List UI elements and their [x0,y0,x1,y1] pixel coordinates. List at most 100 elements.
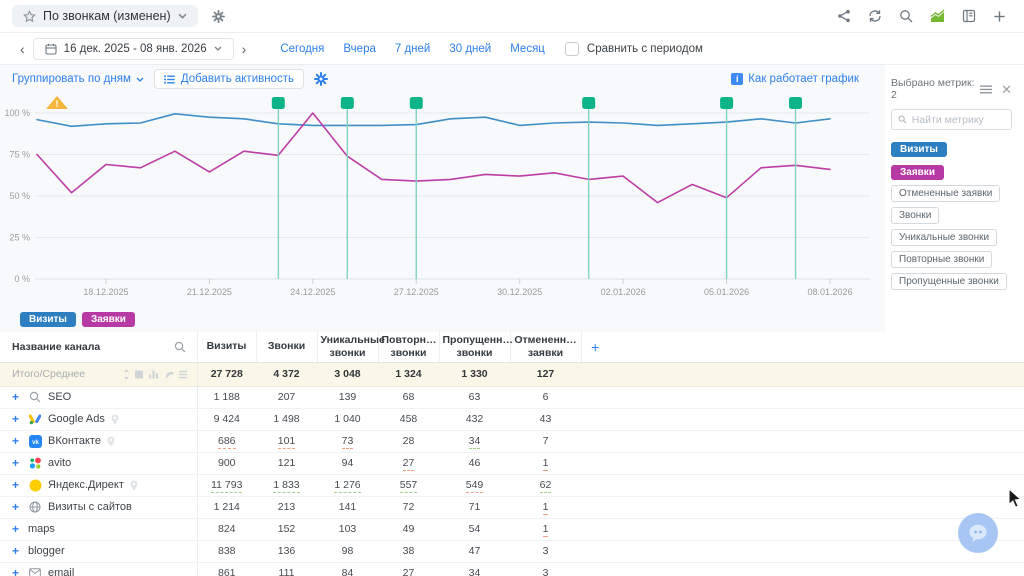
table-row[interactable]: +blogger 8381369838473 [0,540,1024,562]
channels-table-body: Итого/Среднее 27 7284 3723 0481 3241 330… [0,362,1024,576]
expand-row-button[interactable]: + [12,412,22,426]
search-icon[interactable] [899,9,913,23]
share-icon[interactable] [837,9,851,23]
column-header-5[interactable]: Пропущенн… звонки [439,332,510,362]
table-row[interactable]: +vkВКонтакте 6861017328347 [0,430,1024,452]
metric-chip-available[interactable]: Звонки [891,207,939,224]
expand-row-button[interactable]: + [12,544,22,558]
refresh-icon[interactable] [868,9,882,23]
channels-table: Название каналаВизитыЗвонкиУникальные зв… [0,332,1024,576]
add-activity-button[interactable]: Добавить активность [154,69,304,89]
svg-text:24.12.2025: 24.12.2025 [290,287,335,297]
date-range-picker[interactable]: 16 дек. 2025 - 08 янв. 2026 [33,38,234,60]
table-row[interactable]: +Яндекс.Директ 11 7931 8331 27655754962 [0,474,1024,496]
compare-label: Сравнить с периодом [587,43,703,55]
metric-chip-selected[interactable]: Заявки [891,165,944,180]
table-total-row: Итого/Среднее 27 7284 3723 0481 3241 330… [0,362,1024,386]
chart-icon[interactable] [930,9,945,23]
compare-checkbox[interactable] [565,42,579,56]
prev-period-button[interactable]: ‹ [12,41,33,57]
expand-row-button[interactable]: + [12,456,22,470]
date-preset-2[interactable]: 7 дней [395,43,430,55]
table-row[interactable]: +SEO 1 18820713968636 [0,386,1024,408]
metric-chip-selected[interactable]: Визиты [891,142,947,157]
svg-text:08.01.2026: 08.01.2026 [807,287,852,297]
expand-row-button[interactable]: + [12,434,22,448]
chat-bubble-icon [967,523,989,544]
chart-settings-gear-icon[interactable] [314,72,328,86]
column-header-6[interactable]: Отмененн… заявки [510,332,581,362]
column-header-channel[interactable]: Название канала [0,332,197,362]
metrics-panel-title: Выбрано метрик: 2 [891,77,980,101]
report-title: По звонкам (изменен) [43,9,171,23]
integration-pin-icon [111,414,119,425]
google-ads-icon [28,413,42,425]
avito-icon [28,457,42,470]
report-book-icon[interactable] [962,9,976,23]
warning-triangle-icon[interactable]: ! [46,96,68,109]
channel-name: SEO [48,391,71,403]
column-header-4[interactable]: Повторн… звонки [378,332,439,362]
legend-chip-1[interactable]: Заявки [82,312,135,327]
metric-chip-available[interactable]: Уникальные звонки [891,229,997,246]
topbar-actions [837,9,1012,23]
date-preset-4[interactable]: Месяц [510,43,545,55]
info-icon: i [731,73,743,85]
chart-legend: Визиты Заявки [0,306,885,332]
table-row[interactable]: +email 8611118427343 [0,562,1024,576]
activity-marker[interactable] [582,97,595,279]
metric-chip-available[interactable]: Пропущенные звонки [891,273,1007,290]
column-header-3[interactable]: Уникальные звонки [317,332,378,362]
group-by-dropdown[interactable]: Группировать по дням [12,73,144,85]
chart-area: Группировать по дням Добавить активность… [0,65,885,332]
star-icon[interactable] [23,10,36,23]
expand-row-button[interactable]: + [12,478,22,492]
table-row[interactable]: +avito 9001219427461 [0,452,1024,474]
metric-chip-available[interactable]: Отмененные заявки [891,185,1000,202]
date-preset-0[interactable]: Сегодня [280,43,324,55]
chat-widget-button[interactable] [958,513,998,553]
date-preset-3[interactable]: 30 дней [449,43,491,55]
expand-row-button[interactable]: + [12,390,22,404]
svg-text:0 %: 0 % [14,274,30,284]
search-icon [898,115,907,124]
total-row-tools-icons[interactable] [123,369,187,380]
channel-name: maps [28,523,55,535]
table-search-icon[interactable] [174,341,186,353]
date-preset-1[interactable]: Вчера [343,43,375,55]
activity-marker[interactable] [720,97,733,279]
metric-chips: Визиты Заявки Отмененные заявки Звонки Уника… [891,139,1012,290]
expand-row-button[interactable]: + [12,522,22,536]
total-label: Итого/Среднее [12,368,85,380]
svg-text:27.12.2025: 27.12.2025 [394,287,439,297]
chart[interactable]: 0 %25 %50 %75 %100 %18.12.202521.12.2025… [0,93,885,306]
activity-marker[interactable] [341,97,354,279]
metric-search-input[interactable] [912,114,1005,126]
metric-chip-available[interactable]: Повторные звонки [891,251,992,268]
column-header-1[interactable]: Визиты [197,332,256,362]
metric-search[interactable] [891,109,1012,130]
svg-text:vk: vk [32,440,39,446]
how-chart-works-link[interactable]: i Как работает график [731,73,873,85]
chevron-down-icon [178,13,187,19]
table-row[interactable]: +maps 82415210349541 [0,518,1024,540]
chart-toolbar: Группировать по дням Добавить активность… [0,65,885,93]
expand-row-button[interactable]: + [12,500,22,514]
table-row[interactable]: +Визиты с сайтов 1 21421314172711 [0,496,1024,518]
add-column-button[interactable]: + [581,332,609,362]
channel-name: ВКонтакте [48,435,101,447]
compare-period-toggle[interactable]: Сравнить с периодом [565,42,703,56]
report-settings-gear-icon[interactable] [212,10,225,23]
next-period-button[interactable]: › [234,41,255,57]
legend-chip-0[interactable]: Визиты [20,312,76,327]
expand-row-button[interactable]: + [12,566,22,576]
report-selector[interactable]: По звонкам (изменен) [12,5,198,27]
table-row[interactable]: +Google Ads 9 4241 4981 04045843243 [0,408,1024,430]
metrics-list-icon[interactable] [980,85,992,94]
add-icon[interactable] [993,10,1006,23]
metrics-panel: Выбрано метрик: 2 ✕ Визиты Заявки Отмененн… [885,65,1024,332]
activity-marker[interactable] [789,97,802,279]
column-header-2[interactable]: Звонки [256,332,317,362]
close-panel-icon[interactable]: ✕ [1001,83,1012,96]
svg-text:75 %: 75 % [9,150,30,160]
